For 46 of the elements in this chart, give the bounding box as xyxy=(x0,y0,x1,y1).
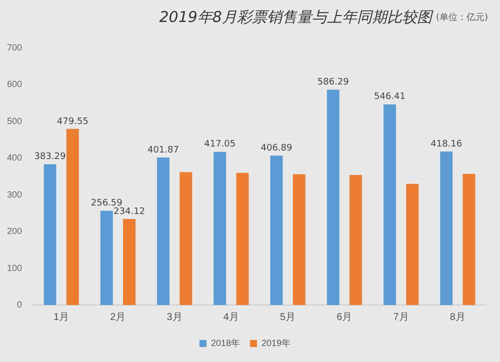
bar xyxy=(66,128,79,305)
bar xyxy=(214,152,226,305)
legend-label: 2018年 xyxy=(210,338,240,348)
y-tick-label: 700 xyxy=(6,42,22,52)
data-label: 256.59 xyxy=(90,198,123,209)
y-tick-label: 100 xyxy=(6,262,22,273)
bar xyxy=(440,151,453,305)
x-tick-label: 1月 xyxy=(54,312,70,323)
bar xyxy=(236,172,249,305)
data-label: 479.55 xyxy=(56,116,88,127)
y-tick-label: 0 xyxy=(17,299,22,310)
bar xyxy=(180,172,192,305)
x-tick-label: 3月 xyxy=(166,312,182,323)
data-label: 417.05 xyxy=(204,140,236,150)
bar xyxy=(157,157,170,305)
x-tick-label: 7月 xyxy=(393,312,409,323)
bar xyxy=(384,104,396,305)
x-tick-label: 4月 xyxy=(223,312,239,323)
data-label: 383.29 xyxy=(34,152,66,162)
y-tick-label: 500 xyxy=(6,116,22,126)
x-tick-label: 2月 xyxy=(110,312,126,323)
bar xyxy=(100,210,113,305)
bar xyxy=(326,90,340,305)
data-label: 406.89 xyxy=(260,143,293,154)
bar xyxy=(123,219,136,305)
chart-subtitle: (单位：亿元) xyxy=(436,12,488,24)
chart-title: 2019年8月彩票销售量与上年同期比较图 xyxy=(159,8,432,26)
x-tick-label: 8月 xyxy=(450,312,466,323)
y-tick-label: 600 xyxy=(6,79,22,90)
data-label: 401.87 xyxy=(148,145,179,156)
bar xyxy=(350,175,362,305)
bar xyxy=(270,156,283,305)
data-label: 586.29 xyxy=(317,78,350,88)
data-label: 546.41 xyxy=(374,92,406,102)
data-label: 418.16 xyxy=(430,139,462,150)
y-tick-label: 400 xyxy=(6,152,22,163)
data-label: 234.12 xyxy=(114,206,146,217)
bar xyxy=(292,174,306,305)
bar xyxy=(462,174,476,305)
bar xyxy=(406,184,419,305)
x-tick-label: 5月 xyxy=(280,312,296,323)
bar xyxy=(44,164,56,305)
x-tick-label: 6月 xyxy=(336,312,352,323)
legend-label: 2019年 xyxy=(262,338,291,348)
y-tick-label: 200 xyxy=(6,226,22,236)
y-tick-label: 300 xyxy=(6,189,22,200)
